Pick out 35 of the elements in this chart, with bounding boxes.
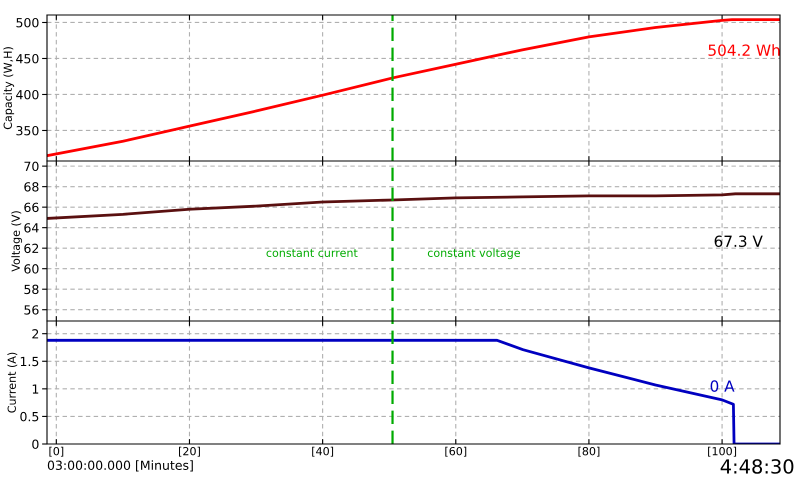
y-tick-label: 62: [24, 244, 38, 254]
annotation: constant voltage: [428, 248, 520, 260]
x-tick-label: [40]: [312, 446, 334, 457]
line-series: [47, 18, 780, 158]
annotation: 504.2 Wh: [708, 44, 780, 56]
y-tick-label: 400: [16, 90, 39, 100]
annotation: 67.3 V: [714, 235, 763, 248]
y-tick-label: 0: [32, 439, 39, 449]
x-tick-label: [100]: [708, 446, 736, 457]
annotation: 0 A: [710, 380, 734, 392]
y-tick-label: 68: [24, 182, 39, 192]
y-axis-title: Current (A): [7, 352, 18, 413]
text: 4:48:30: [720, 459, 794, 474]
line-series: [47, 192, 780, 220]
y-tick-label: 2: [32, 329, 38, 338]
y-tick-label: 350: [16, 126, 39, 136]
y-tick-label: 500: [16, 18, 39, 28]
x-tick-label: [0]: [49, 446, 64, 457]
y-axis-title: Voltage (V): [11, 211, 22, 272]
y-tick-label: 58: [24, 284, 39, 294]
y-axis-title: Capacity (W,H): [3, 47, 14, 130]
y-tick-label: 60: [24, 264, 39, 274]
annotation: constant current: [266, 249, 358, 258]
y-tick-label: 70: [24, 162, 39, 172]
x-tick-label: [20]: [179, 446, 200, 457]
y-tick-label: 66: [24, 202, 39, 212]
x-tick-label: [80]: [578, 446, 600, 457]
y-tick-label: 0.5: [20, 412, 38, 422]
y-tick-label: 64: [24, 223, 39, 233]
y-tick-label: 450: [16, 54, 39, 64]
y-tick-label: 1.5: [20, 356, 38, 366]
y-tick-label: 1: [32, 384, 38, 394]
x-axis-title: 03:00:00.000 [Minutes]: [48, 460, 193, 472]
x-tick-label: [60]: [445, 446, 466, 457]
y-tick-label: 56: [24, 305, 39, 315]
